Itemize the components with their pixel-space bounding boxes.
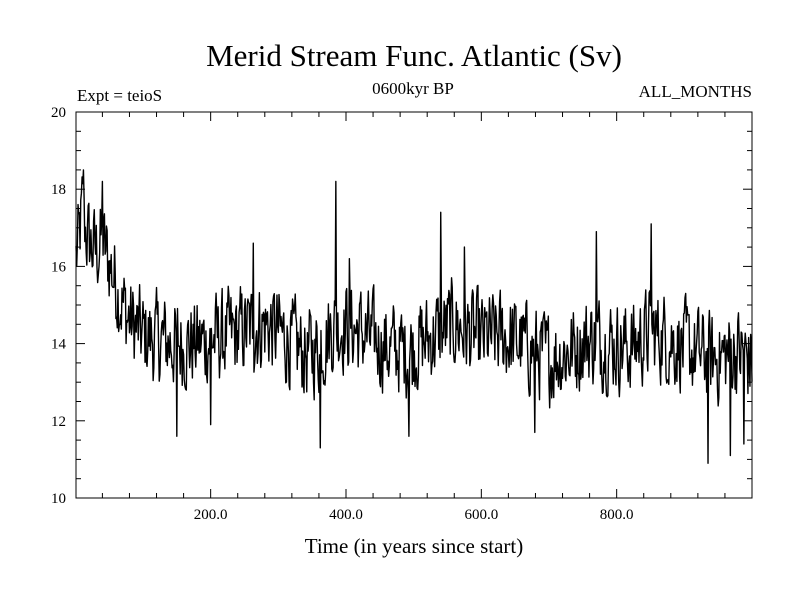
y-tick-label: 16 (51, 259, 67, 275)
chart-title: Merid Stream Func. Atlantic (Sv) (206, 38, 622, 73)
series-line (75, 169, 753, 464)
axis-ticks (76, 111, 752, 499)
period-label: 0600kyr BP (372, 79, 454, 98)
experiment-label: Expt = teioS (77, 86, 162, 105)
plot-area: 200.0 400.0 600.0 800.0 10 12 14 16 18 20 (51, 105, 753, 523)
x-tick-label: 400.0 (329, 507, 363, 523)
x-tick-label: 200.0 (194, 507, 228, 523)
y-tick-label: 18 (51, 182, 66, 198)
months-label: ALL_MONTHS (639, 82, 752, 101)
y-tick-label: 20 (51, 105, 66, 121)
y-tick-label: 14 (51, 337, 67, 353)
x-tick-label: 800.0 (600, 507, 634, 523)
y-tick-label: 12 (51, 414, 66, 430)
x-tick-label: 600.0 (464, 507, 498, 523)
y-tick-label: 10 (51, 491, 66, 507)
axis-tick-labels: 200.0 400.0 600.0 800.0 10 12 14 16 18 20 (51, 105, 634, 523)
x-axis-label: Time (in years since start) (305, 534, 524, 558)
